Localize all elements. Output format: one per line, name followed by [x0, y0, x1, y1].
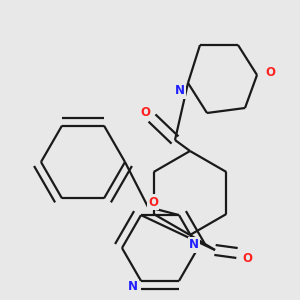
- Text: O: O: [242, 251, 252, 265]
- Text: N: N: [128, 280, 138, 293]
- Text: O: O: [265, 65, 275, 79]
- Text: N: N: [189, 238, 199, 251]
- Text: N: N: [175, 85, 185, 98]
- Text: O: O: [140, 106, 150, 118]
- Text: O: O: [148, 196, 158, 208]
